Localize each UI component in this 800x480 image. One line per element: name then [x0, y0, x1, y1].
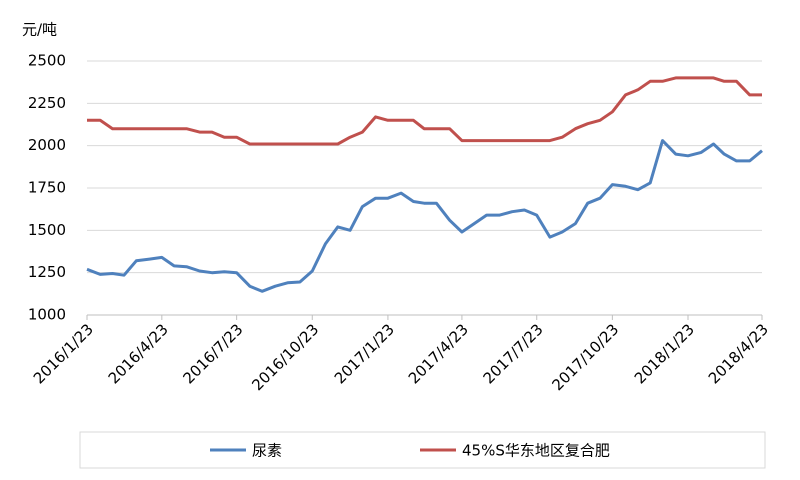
y-tick-label: 1500 — [28, 221, 66, 239]
legend-box — [79, 431, 766, 469]
y-tick-label: 2250 — [28, 94, 66, 112]
y-axis-label: 元/吨 — [22, 21, 57, 39]
x-tick-label: 2016/10/23 — [248, 320, 322, 394]
legend-label: 45%S华东地区复合肥 — [462, 442, 610, 460]
y-tick-label: 1250 — [28, 263, 66, 281]
y-tick-label: 1000 — [28, 306, 66, 324]
y-tick-label: 2000 — [28, 136, 66, 154]
x-tick-label: 2018/4/23 — [705, 320, 772, 387]
series-line — [87, 76, 762, 146]
x-tick-label: 2017/1/23 — [331, 320, 398, 387]
legend-label: 尿素 — [252, 442, 282, 460]
x-tick-label: 2016/7/23 — [180, 320, 247, 387]
y-tick-label: 1750 — [28, 179, 66, 197]
x-tick-label: 2017/7/23 — [480, 320, 547, 387]
x-tick-label: 2016/4/23 — [105, 320, 172, 387]
x-tick-label: 2017/4/23 — [405, 320, 472, 387]
x-tick-label: 2018/1/23 — [631, 320, 698, 387]
x-tick-label: 2017/10/23 — [549, 320, 623, 394]
x-tick-label: 2016/1/23 — [30, 320, 97, 387]
series-line — [86, 139, 763, 293]
y-tick-label: 2500 — [28, 52, 66, 70]
